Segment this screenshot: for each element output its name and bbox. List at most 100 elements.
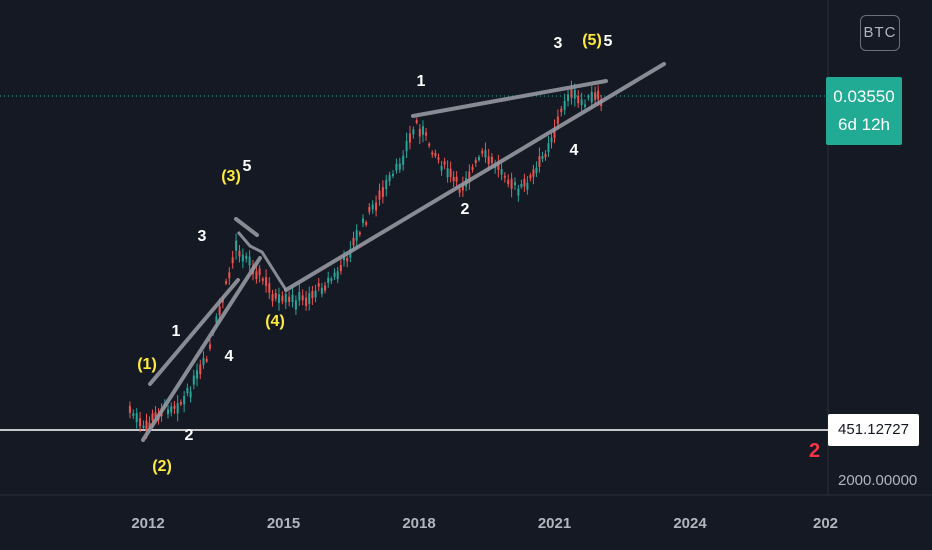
candle-body — [330, 278, 333, 281]
candle-body — [167, 409, 170, 415]
candle-body — [412, 129, 415, 135]
candle-body — [594, 92, 597, 100]
candle-body — [550, 137, 553, 143]
candle-body — [305, 297, 308, 307]
candle-body — [258, 268, 261, 276]
candle-body — [428, 143, 431, 146]
current-price-badge: 0.03550 6d 12h — [826, 77, 902, 145]
candle-body — [532, 169, 535, 177]
candle-body — [402, 155, 405, 165]
time-axis-label: 2015 — [267, 515, 300, 532]
candle-body — [468, 171, 471, 183]
candle-body — [375, 202, 378, 211]
candle-body — [437, 157, 440, 160]
candle-body — [553, 127, 556, 138]
candle-body — [173, 405, 176, 409]
candle-body — [327, 277, 330, 283]
candle-body — [461, 183, 464, 191]
candle-body — [265, 277, 268, 286]
candle-body — [324, 285, 327, 291]
candle-body — [497, 161, 500, 170]
candle-body — [192, 375, 195, 385]
horizontal-line-price-badge[interactable]: 451.12727 — [828, 414, 919, 446]
candle-body — [361, 218, 364, 223]
candle-body — [567, 94, 570, 101]
time-axis-label: 2012 — [131, 515, 164, 532]
candle-body — [231, 257, 234, 264]
candle-body — [458, 188, 461, 193]
time-axis-label: 2018 — [402, 515, 435, 532]
candle-body — [186, 387, 189, 394]
candle-body — [597, 90, 600, 100]
candle-body — [481, 150, 484, 154]
candle-body — [228, 272, 231, 279]
candle-body — [202, 358, 205, 365]
candle-body — [487, 156, 490, 165]
candle-body — [208, 344, 211, 349]
candle-body — [560, 108, 563, 113]
candle-body — [583, 104, 586, 107]
price-scale-tick: 2000.00000 — [838, 472, 918, 489]
candle-body — [365, 222, 368, 225]
candle-body — [440, 165, 443, 171]
candle-body — [218, 306, 221, 316]
wave-label: 3 — [554, 35, 563, 52]
candle-body — [248, 256, 251, 266]
candle-body — [238, 250, 241, 257]
candle-body — [371, 204, 374, 210]
candle-body — [358, 232, 361, 235]
candle-body — [291, 294, 294, 303]
candle-body — [235, 240, 238, 251]
candle-body — [434, 153, 437, 157]
resistance-trend-line — [411, 79, 608, 118]
candle-body — [544, 153, 547, 158]
candle-body — [385, 180, 388, 190]
red-marker-label: 2 — [809, 440, 821, 462]
candle-body — [142, 425, 145, 428]
candle-body — [170, 406, 173, 413]
candle-body — [541, 155, 544, 159]
time-axis-label: 2024 — [673, 515, 707, 532]
channel-line-2 — [141, 256, 262, 442]
symbol-tag[interactable]: BTC — [860, 15, 900, 51]
candle-body — [368, 206, 371, 212]
candle-body — [298, 292, 301, 301]
candle-body — [538, 156, 541, 167]
candle-body — [179, 401, 182, 405]
candle-body — [529, 175, 532, 179]
candle-body — [189, 391, 192, 398]
candle-body — [339, 265, 342, 272]
candle-body — [395, 163, 398, 171]
wave-label: 2 — [461, 201, 470, 218]
candle-body — [526, 182, 529, 190]
candle-body — [199, 364, 202, 375]
candle-body — [294, 300, 297, 310]
candle-body — [346, 257, 349, 262]
candle-body — [268, 283, 271, 293]
candle-body — [587, 95, 590, 98]
candle-body — [343, 255, 346, 261]
wave-label: 2 — [185, 427, 194, 444]
candle-body — [455, 176, 458, 182]
candle-body — [320, 287, 323, 294]
candle-body — [478, 157, 481, 161]
candle-body — [517, 188, 520, 196]
candle-body — [392, 173, 395, 176]
candle-body — [245, 256, 248, 259]
candle-body — [510, 178, 513, 189]
bar-countdown: 6d 12h — [838, 115, 890, 134]
candle-body — [535, 167, 538, 174]
candle-body — [388, 175, 391, 182]
candle-body — [520, 183, 523, 188]
wave-label: (3) — [221, 168, 241, 185]
candle-body — [176, 403, 179, 414]
candle-body — [148, 422, 151, 428]
candle-body — [408, 133, 411, 143]
candle-body — [308, 293, 311, 304]
candle-body — [352, 237, 355, 246]
candle-body — [336, 271, 339, 280]
candle-body — [547, 143, 550, 153]
candle-body — [431, 152, 434, 155]
candle-body — [452, 176, 455, 182]
